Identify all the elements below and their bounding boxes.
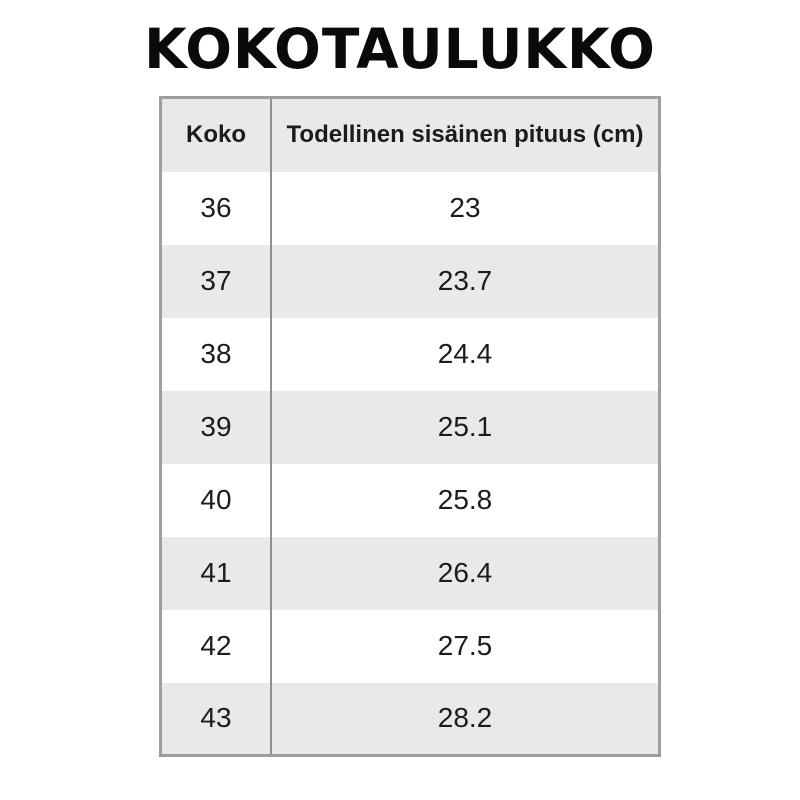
cell-length: 28.2	[270, 682, 660, 756]
cell-length: 24.4	[270, 317, 660, 391]
cell-size: 43	[200, 702, 232, 734]
table-row: 40 25.8	[161, 463, 660, 537]
cell-size: 41	[200, 557, 232, 588]
cell-size: 38	[200, 338, 232, 369]
header-cell-size: Koko	[186, 121, 246, 149]
table-row: 38 24.4	[161, 317, 660, 391]
table-row: 37 23.7	[160, 244, 660, 318]
table-header-row: Koko Todellinen sisäinen pituus (cm)	[160, 97, 660, 172]
cell-size: 36	[200, 192, 232, 223]
table-row: 43 28.2	[160, 682, 660, 756]
table-head: Koko Todellinen sisäinen pituus (cm)	[160, 97, 660, 172]
cell-length: 26.4	[270, 536, 660, 610]
page-title: KOKOTAULUKKO	[144, 17, 656, 81]
table-body: 36 23 37 23.7 38 24.4 39 25.1 40 25.8 41…	[160, 171, 660, 756]
table-row: 42 27.5	[161, 609, 660, 683]
cell-size: 39	[200, 411, 232, 442]
cell-length: 23	[270, 171, 660, 245]
cell-length: 25.8	[270, 463, 660, 537]
cell-size: 42	[200, 630, 232, 661]
header-cell-length: Todellinen sisäinen pituus (cm)	[270, 97, 660, 172]
cell-size: 37	[200, 265, 232, 296]
cell-length: 27.5	[270, 609, 660, 683]
table-row: 41 26.4	[160, 536, 660, 610]
cell-length: 23.7	[270, 244, 660, 318]
cell-size: 40	[200, 484, 232, 515]
table-row: 39 25.1	[160, 390, 660, 464]
table-row: 36 23	[161, 171, 660, 245]
cell-length: 25.1	[270, 390, 660, 464]
size-table: Koko Todellinen sisäinen pituus (cm) 36 …	[159, 96, 661, 757]
